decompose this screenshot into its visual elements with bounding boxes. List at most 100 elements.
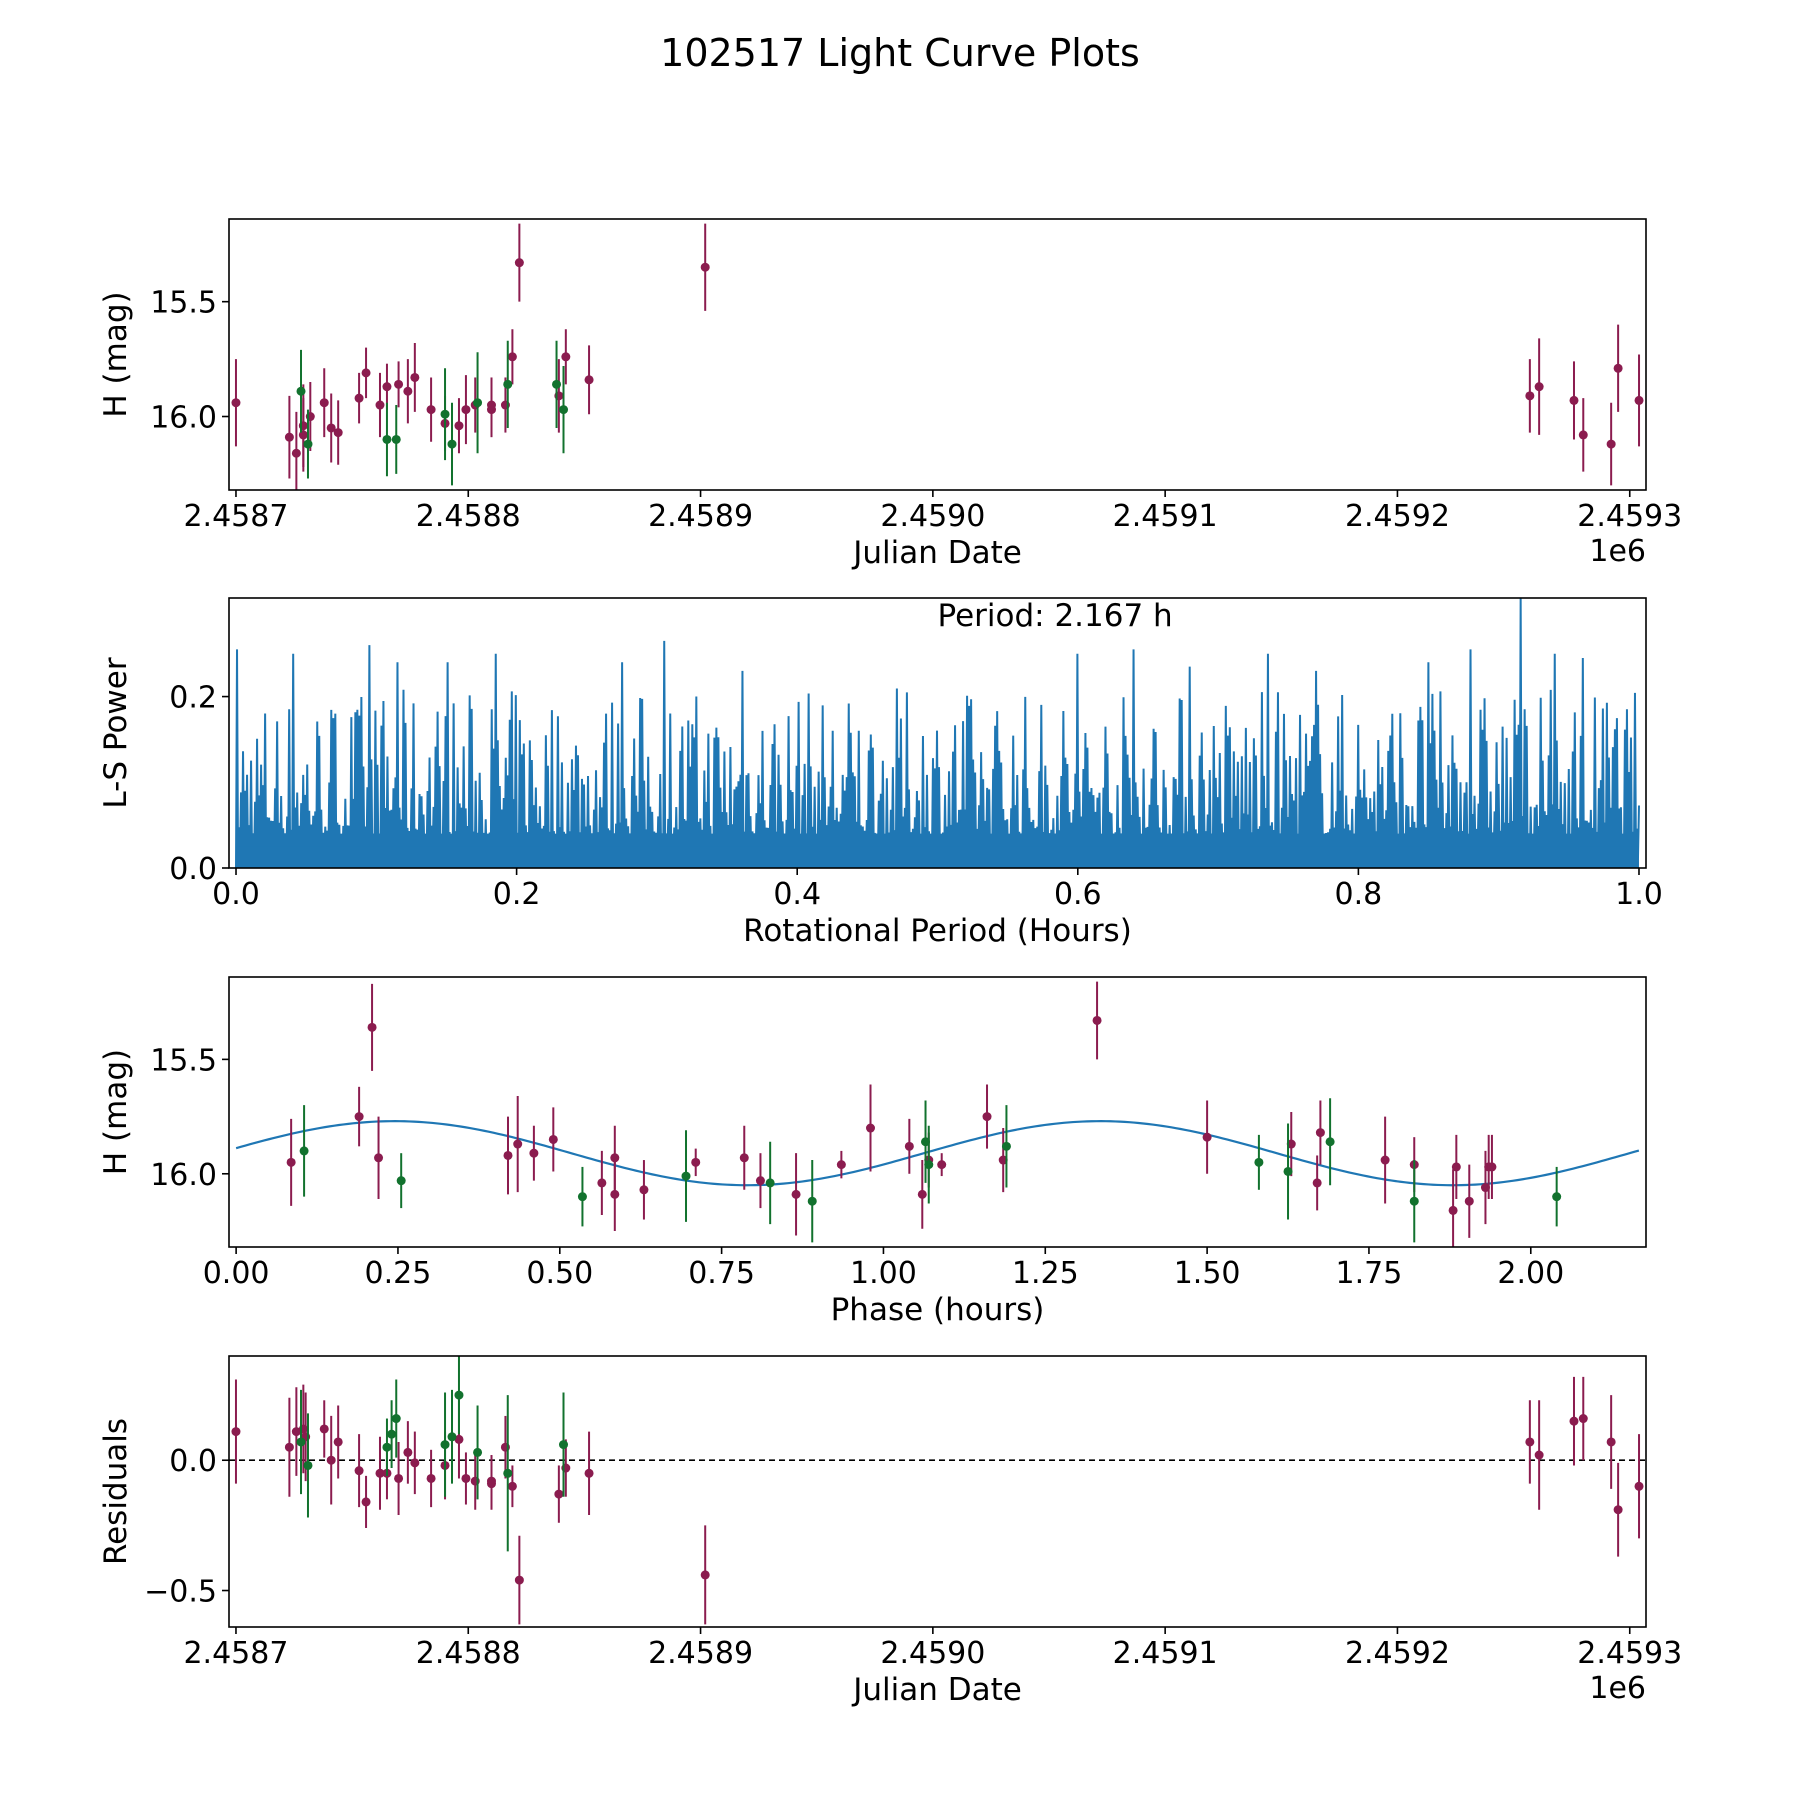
phase-plot-area — [235, 981, 1640, 1247]
data-point-red — [354, 1466, 364, 1476]
periodogram-x-axis: 0.0 0.2 0.4 0.6 0.8 1.0 — [212, 868, 1663, 912]
data-point-red — [755, 1176, 765, 1186]
data-point-red — [354, 1112, 364, 1122]
data-point-red — [597, 1178, 607, 1188]
lightcurve-xlabel: Julian Date — [851, 535, 1022, 571]
data-point-red — [486, 400, 496, 410]
data-point-red — [1448, 1205, 1458, 1215]
data-point-green — [454, 1390, 464, 1400]
x-tick-label: 2.4591 — [1113, 1636, 1218, 1671]
x-tick-label: 0.75 — [688, 1256, 755, 1291]
data-point-red — [866, 1123, 876, 1133]
x-tick-label: 2.4587 — [183, 1636, 288, 1671]
periodogram-plot-area — [235, 598, 1640, 868]
data-point-green — [503, 379, 513, 389]
data-point-red — [486, 1479, 496, 1489]
x-tick-label: 0.25 — [365, 1256, 432, 1291]
x-tick-label: 2.4590 — [880, 499, 985, 534]
data-point-green — [387, 1429, 397, 1439]
data-point-red — [319, 1424, 329, 1434]
data-point-red — [1312, 1178, 1322, 1188]
residuals-plot-area — [229, 1356, 1646, 1625]
data-point-red — [361, 1497, 371, 1507]
data-point-red — [461, 1473, 471, 1483]
x-tick-label: 0.8 — [1335, 877, 1383, 912]
data-point-red — [326, 1455, 336, 1465]
lightcurve-y-axis: 16.0 15.5 — [150, 286, 229, 436]
x-tick-label: 0.0 — [212, 877, 260, 912]
data-point-red — [454, 421, 464, 431]
phase-axes-frame — [228, 976, 1647, 1248]
data-point-green — [559, 1440, 569, 1450]
data-point-green — [440, 1440, 450, 1450]
data-point-red — [1613, 1505, 1623, 1515]
data-point-red — [700, 262, 710, 272]
data-point-red — [503, 1150, 513, 1160]
data-point-green — [447, 439, 457, 449]
x-tick-label: 1.25 — [1012, 1256, 1079, 1291]
x-tick-label: 2.4593 — [1577, 1636, 1682, 1671]
data-point-red — [1380, 1155, 1390, 1165]
data-point-red — [554, 1489, 564, 1499]
x-tick-label: 2.4588 — [416, 499, 521, 534]
data-point-red — [1534, 1450, 1544, 1460]
data-point-red — [1525, 391, 1535, 401]
data-point-red — [1487, 1162, 1497, 1172]
x-tick-label: 2.4588 — [416, 1636, 521, 1671]
data-point-red — [375, 400, 385, 410]
data-point-red — [513, 1139, 523, 1149]
data-point-red — [691, 1157, 701, 1167]
data-point-green — [296, 1437, 306, 1447]
data-point-green — [503, 1468, 513, 1478]
residuals-axes-frame — [228, 1355, 1647, 1628]
data-point-red — [610, 1189, 620, 1199]
x-tick-label: 0.6 — [1054, 877, 1102, 912]
y-tick-label: −0.5 — [144, 1575, 217, 1610]
data-point-red — [333, 428, 343, 438]
residuals-xlabel: Julian Date — [851, 1672, 1022, 1708]
residuals-offset-label: 1e6 — [1589, 1671, 1646, 1706]
data-point-green — [299, 1146, 309, 1156]
data-point-red — [1634, 395, 1644, 405]
data-point-red — [917, 1189, 927, 1199]
ls-power-series — [235, 598, 1640, 868]
periodogram-axes-frame — [228, 597, 1647, 869]
lightcurve-x-axis: 2.4587 2.4588 2.4589 2.4590 2.4591 2.4592 2.45… — [183, 490, 1682, 534]
data-point-red — [374, 1153, 384, 1163]
data-point-red — [454, 1434, 464, 1444]
lightcurve-ylabel: H (mag) — [98, 291, 134, 417]
x-tick-label: 2.4587 — [183, 499, 288, 534]
data-point-green — [396, 1176, 406, 1186]
data-point-red — [1613, 363, 1623, 373]
x-tick-label: 2.4593 — [1577, 499, 1682, 534]
period-annotation: Period: 2.167 h — [938, 598, 1173, 634]
data-point-red — [836, 1160, 846, 1170]
residuals-panel: 2.4587 2.4588 2.4589 2.4590 2.4591 2.4592 2.45… — [98, 1355, 1682, 1708]
data-point-red — [1202, 1132, 1212, 1142]
data-point-red — [403, 1447, 413, 1457]
y-tick-label: 15.5 — [150, 286, 217, 321]
x-tick-label: 2.4589 — [648, 1636, 753, 1671]
data-point-red — [354, 393, 364, 403]
data-point-green — [440, 409, 450, 419]
data-point-red — [1634, 1481, 1644, 1491]
data-point-red — [548, 1134, 558, 1144]
data-point-green — [473, 398, 483, 408]
data-point-green — [382, 434, 392, 444]
x-tick-label: 1.75 — [1336, 1256, 1403, 1291]
data-point-green — [1552, 1192, 1562, 1202]
data-point-green — [1283, 1166, 1293, 1176]
lightcurve-axes-frame — [228, 218, 1647, 491]
x-tick-label: 1.50 — [1174, 1256, 1241, 1291]
y-tick-label: 0.2 — [169, 681, 217, 716]
y-tick-label: 15.5 — [150, 1043, 217, 1078]
data-point-red — [1578, 430, 1588, 440]
phase-xlabel: Phase (hours) — [831, 1292, 1045, 1328]
data-point-red — [426, 1473, 436, 1483]
data-point-red — [286, 1157, 296, 1167]
data-point-red — [514, 1575, 524, 1585]
phase-panel: 0.00 0.25 0.50 0.75 1.00 1.25 1.50 1.75 2.00 16.… — [98, 976, 1647, 1328]
data-point-green — [924, 1160, 934, 1170]
data-point-green — [303, 1460, 313, 1470]
